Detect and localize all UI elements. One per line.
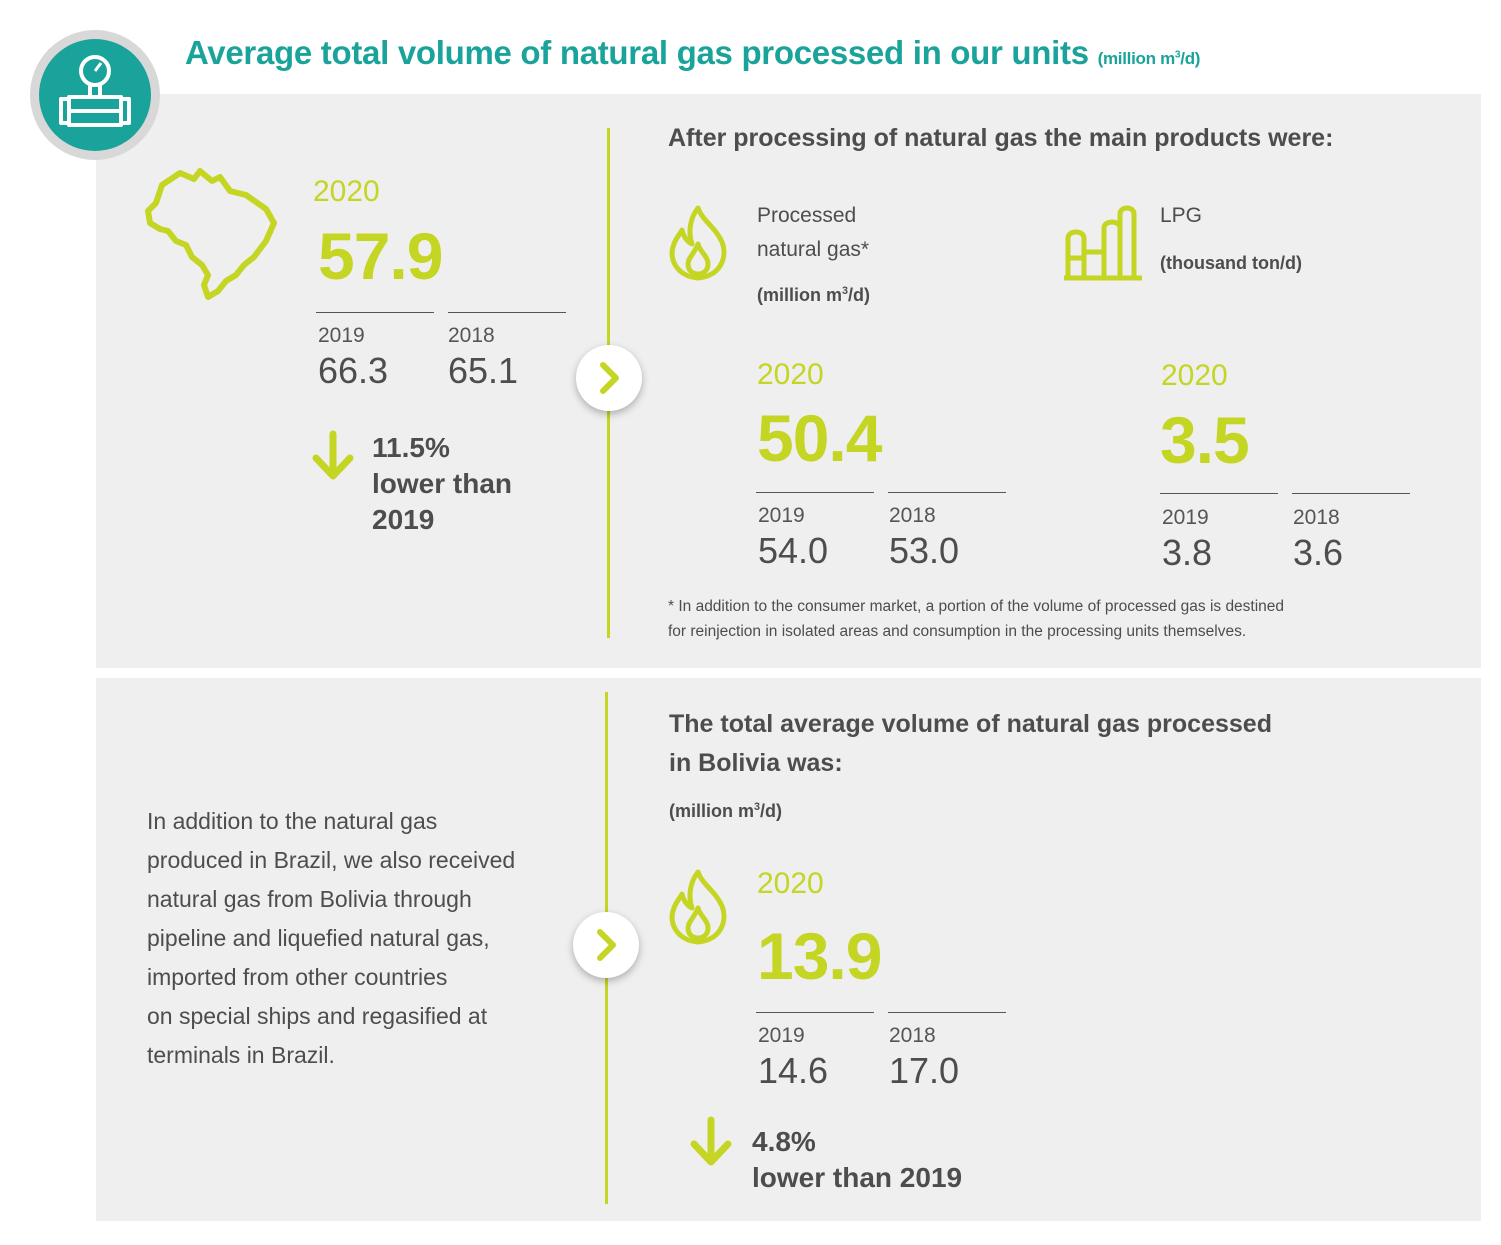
paragraph-line: In addition to the natural gas xyxy=(147,808,438,834)
bolivia-paragraph: In addition to the natural gas produced … xyxy=(147,802,515,1075)
title-unit: (million m3/d) xyxy=(1097,49,1201,68)
brazil-year-2018: 2018 xyxy=(448,324,495,347)
products-heading: After processing of natural gas the main… xyxy=(668,124,1334,152)
chevron-right-icon xyxy=(600,362,619,394)
processed-gas-label-1: Processed xyxy=(757,204,857,227)
brazil-change-text: lower than xyxy=(372,468,513,499)
processed-gas-value-2018: 53.0 xyxy=(889,530,960,571)
lpg-value-2018: 3.6 xyxy=(1293,532,1344,573)
refinery-tanks-icon xyxy=(1064,205,1142,281)
bolivia-heading-2: in Bolivia was: xyxy=(669,749,843,777)
processed-gas-value-2020: 50.4 xyxy=(757,401,882,475)
lpg-year-2019: 2019 xyxy=(1162,506,1209,529)
divider xyxy=(756,1012,874,1013)
brazil-change: 11.5% lower than 2019 xyxy=(372,430,512,538)
title-text: Average total volume of natural gas proc… xyxy=(185,34,1089,71)
chevron-right-icon xyxy=(597,929,616,961)
lpg-value-2019: 3.8 xyxy=(1162,532,1213,573)
bolivia-year-2020: 2020 xyxy=(757,867,824,900)
next-arrow-button xyxy=(573,912,639,978)
lpg-label: LPG xyxy=(1160,204,1203,227)
bolivia-value-2019: 14.6 xyxy=(758,1050,829,1091)
processed-gas-value-2019: 54.0 xyxy=(758,530,829,571)
processed-gas-unit: (million m3/d) xyxy=(757,285,871,305)
bolivia-year-2019: 2019 xyxy=(758,1024,805,1047)
paragraph-line: terminals in Brazil. xyxy=(147,1042,335,1068)
paragraph-line: pipeline and liquefied natural gas, xyxy=(147,925,490,951)
brazil-year-2020: 2020 xyxy=(313,175,380,208)
brazil-map-icon xyxy=(145,168,277,300)
down-arrow-icon xyxy=(312,430,354,480)
page-title: Average total volume of natural gas proc… xyxy=(185,34,1200,72)
bolivia-year-2018: 2018 xyxy=(889,1024,936,1047)
footnote-line-1: * In addition to the consumer market, a … xyxy=(668,598,1285,615)
divider xyxy=(316,312,434,313)
brazil-change-year: 2019 xyxy=(372,504,435,535)
divider xyxy=(756,492,874,493)
lpg-unit: (thousand ton/d) xyxy=(1160,253,1302,273)
header-badge xyxy=(30,30,160,160)
lpg-year-2020: 2020 xyxy=(1161,359,1228,392)
bolivia-value-2018: 17.0 xyxy=(889,1050,960,1091)
processed-gas-year-2020: 2020 xyxy=(757,358,824,391)
processed-gas-label-2: natural gas* xyxy=(757,238,870,261)
divider xyxy=(888,492,1006,493)
pipeline-gauge-icon xyxy=(59,55,131,127)
bolivia-heading-1: The total average volume of natural gas … xyxy=(669,710,1272,738)
paragraph-line: on special ships and regasified at xyxy=(147,1003,488,1029)
footnote-line-2: for reinjection in isolated areas and co… xyxy=(668,623,1247,640)
processed-gas-year-2018: 2018 xyxy=(889,504,936,527)
flame-icon xyxy=(669,869,727,945)
lpg-value-2020: 3.5 xyxy=(1160,403,1250,477)
top-panel xyxy=(96,94,1481,668)
bolivia-change-text: lower than 2019 xyxy=(752,1162,963,1193)
paragraph-line: produced in Brazil, we also received xyxy=(147,847,516,873)
divider xyxy=(448,312,566,313)
bolivia-value-2020: 13.9 xyxy=(757,919,882,993)
divider xyxy=(1292,493,1410,494)
footnote: * In addition to the consumer market, a … xyxy=(668,594,1284,644)
bolivia-change-pct: 4.8% xyxy=(752,1126,816,1157)
bolivia-change: 4.8% lower than 2019 xyxy=(752,1124,962,1196)
lpg-year-2018: 2018 xyxy=(1293,506,1340,529)
divider xyxy=(1160,493,1278,494)
bottom-panel xyxy=(96,678,1481,1221)
divider xyxy=(888,1012,1006,1013)
down-arrow-icon xyxy=(690,1116,732,1166)
brazil-year-2019: 2019 xyxy=(318,324,365,347)
next-arrow-button xyxy=(576,345,642,411)
brazil-value-2018: 65.1 xyxy=(448,350,519,391)
brazil-change-pct: 11.5% xyxy=(372,432,450,463)
brazil-value-2020: 57.9 xyxy=(318,219,443,293)
paragraph-line: imported from other countries xyxy=(147,964,448,990)
brazil-value-2019: 66.3 xyxy=(318,350,389,391)
bolivia-unit: (million m3/d) xyxy=(669,801,783,821)
paragraph-line: natural gas from Bolivia through xyxy=(147,886,472,912)
processed-gas-year-2019: 2019 xyxy=(758,504,805,527)
flame-icon xyxy=(669,205,727,281)
